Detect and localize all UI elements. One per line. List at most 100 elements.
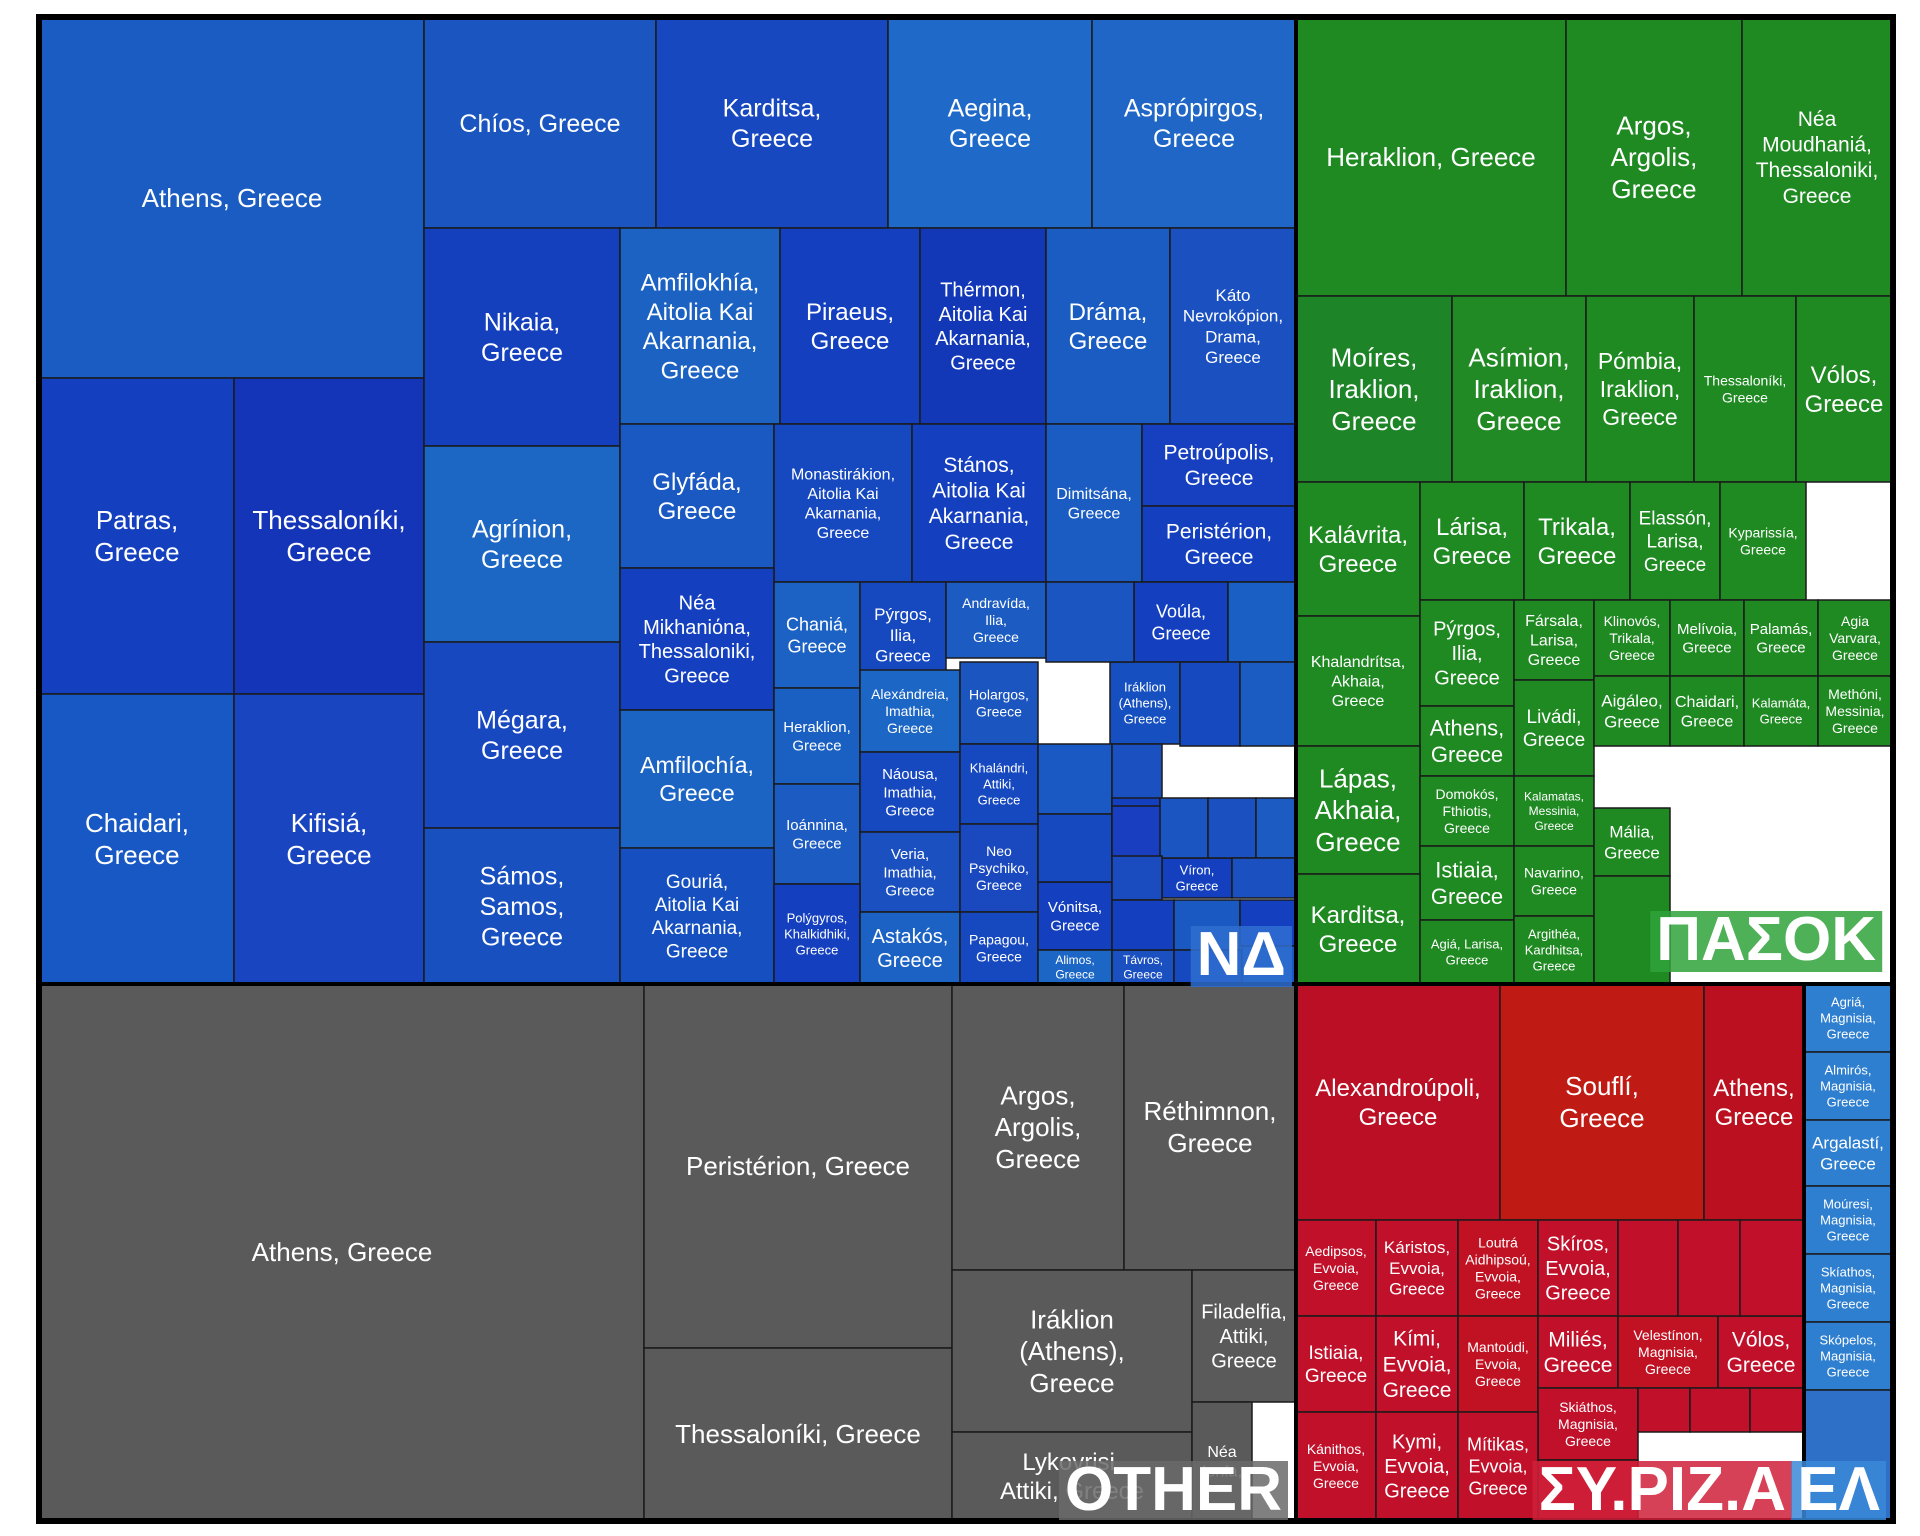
- treemap-tile-rect: [887, 17, 1093, 229]
- treemap-tile-rect: [1207, 797, 1257, 859]
- treemap-tile-label: Petroúpolis, Greece: [1164, 442, 1275, 491]
- treemap-tile-rect: [1565, 17, 1743, 297]
- treemap-tile: Kími, Evvoia, Greece: [1375, 1315, 1459, 1413]
- treemap-tile-label: Moíres, Iraklion, Greece: [1328, 342, 1419, 435]
- treemap-tile: [1037, 743, 1113, 815]
- treemap-tile-rect: [1419, 481, 1525, 601]
- treemap-tile: [1179, 661, 1241, 747]
- treemap-tile: Thessaloníki, Greece: [643, 1347, 953, 1521]
- treemap-tile-label: Agiá, Larisa, Greece: [1431, 937, 1503, 968]
- treemap-tile: Kalávrita, Greece: [1295, 481, 1421, 617]
- treemap-tile-rect: [773, 783, 861, 885]
- treemap-tile: Fársala, Larisa, Greece: [1513, 599, 1595, 681]
- treemap-tile: Lárisa, Greece: [1419, 481, 1525, 601]
- treemap-tile-label: Karditsa, Greece: [723, 95, 822, 154]
- treemap-tile: Chíos, Greece: [423, 17, 657, 229]
- treemap-tile: Thessaloníki, Greece: [1693, 295, 1797, 483]
- treemap-tile-rect: [1717, 1315, 1805, 1389]
- treemap-tile: Mantoúdi, Evvoia, Greece: [1457, 1315, 1539, 1413]
- treemap-tile: [1255, 797, 1297, 859]
- treemap-tile-rect: [1817, 675, 1893, 747]
- treemap-tile-rect: [1593, 599, 1671, 677]
- treemap-tile-label: Karditsa, Greece: [1311, 902, 1406, 958]
- treemap-tile-label: Stános, Aitolia Kai Akarnania, Greece: [929, 454, 1029, 554]
- treemap-tile-label: Palamás, Greece: [1750, 621, 1813, 656]
- treemap-tile-rect: [959, 743, 1039, 825]
- treemap-tile-rect: [1669, 675, 1745, 747]
- treemap-tile-label: Vólos, Greece: [1805, 362, 1884, 418]
- treemap-tile-label: Trikala, Greece: [1538, 514, 1617, 570]
- treemap-tile-label: Pýrgos, Ilia, Greece: [1433, 619, 1501, 690]
- treemap-tile-label: Istiaia, Greece: [1431, 857, 1503, 909]
- treemap-tile-rect: [1677, 1219, 1741, 1317]
- treemap-tile-rect: [1513, 599, 1595, 681]
- treemap-tile: Chaniá, Greece: [773, 581, 861, 689]
- treemap-tile-rect: [1179, 661, 1241, 747]
- treemap-tile-label: Thessaloníki, Greece: [252, 505, 405, 567]
- treemap-tile: Piraeus, Greece: [779, 227, 921, 425]
- treemap-tile-label: Pýrgos, Ilia, Greece: [874, 605, 932, 665]
- treemap-tile: Agia Varvara, Greece: [1817, 599, 1893, 677]
- treemap-outer-border: [36, 14, 1896, 1524]
- treemap-tile-label: Ioánnina, Greece: [786, 817, 848, 852]
- treemap-tile-rect: [1803, 1119, 1893, 1187]
- treemap-tile: Istiaia, Greece: [1419, 845, 1515, 921]
- treemap-tile-label: Dráma, Greece: [1069, 299, 1148, 355]
- treemap-tile-rect: [1795, 295, 1893, 483]
- treemap-tile: Asímion, Iraklion, Greece: [1451, 295, 1587, 483]
- treemap-tile-label: Heraklion, Greece: [783, 719, 851, 754]
- treemap-tile: Stános, Aitolia Kai Akarnania, Greece: [911, 423, 1047, 583]
- treemap-tile: Veria, Imathia, Greece: [859, 831, 961, 913]
- treemap-tile: Skiáthos, Magnisia, Greece: [1537, 1387, 1639, 1461]
- treemap-tile: Polýgyros, Khalkidhiki, Greece: [773, 883, 861, 985]
- treemap-group: Athens, Greece Patras, Greece Thessaloníki,…: [39, 17, 1297, 985]
- treemap-tile-label: Nikaia, Greece: [481, 309, 563, 368]
- treemap-tile-rect: [1111, 855, 1163, 901]
- treemap-tile-label: Livádi, Greece: [1523, 707, 1585, 751]
- treemap-tile-label: Neo Psychiko, Greece: [969, 843, 1029, 893]
- treemap-tile-rect: [1749, 1387, 1805, 1433]
- treemap-tile-label: Amfilochía, Greece: [640, 752, 754, 806]
- treemap-tile: Peristérion, Greece: [643, 983, 953, 1349]
- treemap-tile: Amfilochía, Greece: [619, 709, 775, 849]
- treemap-tile: Argos, Argolis, Greece: [951, 983, 1125, 1271]
- treemap-tile: [1037, 813, 1113, 883]
- treemap-tile-label: Alexandroúpoli, Greece: [1315, 1075, 1480, 1131]
- treemap-tile: Vólos, Greece: [1795, 295, 1893, 483]
- treemap-tile-rect: [1457, 1219, 1539, 1317]
- treemap-tile: [1239, 661, 1297, 747]
- treemap-tile: Papagou, Greece: [959, 911, 1039, 985]
- treemap-tile-label: Kími, Evvoia, Greece: [1383, 1328, 1452, 1402]
- treemap-tile: Káto Nevrokópion, Drama, Greece: [1169, 227, 1297, 425]
- treemap-tile: Peristérion, Greece: [1141, 505, 1297, 583]
- treemap-tile-rect: [1689, 1387, 1751, 1433]
- treemap-tile: Athens, Greece: [39, 17, 425, 379]
- treemap-tile-label: Mégara, Greece: [476, 707, 568, 766]
- treemap-tile-rect: [1295, 1411, 1377, 1521]
- treemap-tile-rect: [1617, 1219, 1679, 1317]
- treemap-tile-label: Agriá, Magnisia, Greece: [1820, 995, 1876, 1042]
- group-label-text: ΝΔ: [1197, 920, 1286, 989]
- treemap-tile-label: Polýgyros, Khalkidhiki, Greece: [784, 911, 850, 958]
- group-label-text: ΕΛ: [1797, 1455, 1880, 1524]
- treemap-tile: Távros, Greece: [1111, 949, 1175, 985]
- treemap-tile-rect: [1045, 581, 1135, 663]
- group-label-text: ΣΥ.ΡΙΖ.Α: [1539, 1455, 1786, 1524]
- treemap-tile-label: Skíathos, Magnisia, Greece: [1820, 1265, 1876, 1312]
- treemap-tile-label: Vónitsa, Greece: [1048, 899, 1102, 934]
- treemap-tile-rect: [1255, 797, 1297, 859]
- treemap-tile: [1111, 805, 1163, 859]
- treemap-group-label: ΝΔ: [1190, 920, 1292, 989]
- treemap-tile: Kánithos, Evvoia, Greece: [1295, 1411, 1377, 1521]
- treemap-tile-rect: [1111, 743, 1163, 807]
- treemap-tile-label: Loutrá Aidhipsoú, Evvoia, Greece: [1465, 1234, 1530, 1301]
- treemap-tile-label: Chíos, Greece: [459, 110, 620, 138]
- treemap-tile: Voúla, Greece: [1133, 581, 1229, 663]
- treemap-tile: Skópelos, Magnisia, Greece: [1803, 1321, 1893, 1391]
- treemap-tile: Káristos, Evvoia, Greece: [1375, 1219, 1459, 1317]
- group-label-background: [1791, 1461, 1886, 1522]
- treemap-tile-rect: [773, 423, 913, 583]
- treemap-tile-label: Gouriá, Aitolia Kai Akarnania, Greece: [652, 872, 743, 963]
- treemap-tile: Trikala, Greece: [1523, 481, 1631, 601]
